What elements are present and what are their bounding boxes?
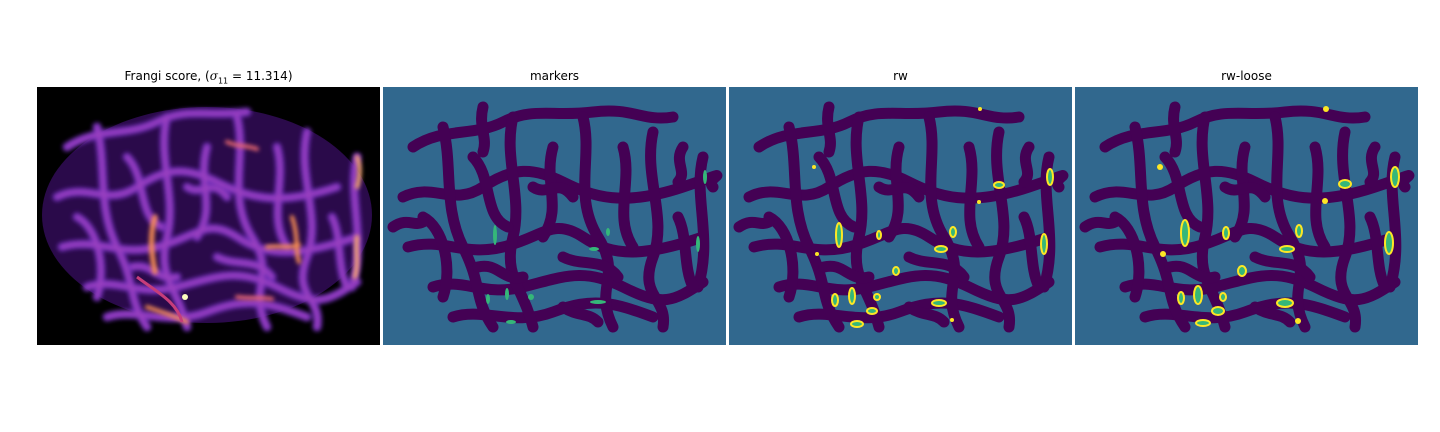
markers-image-canvas [383,87,726,345]
panel-title-rw: rw [893,69,908,83]
rw-image-canvas [729,87,1072,345]
frangi-image-canvas [37,87,380,345]
rw-image [729,87,1072,345]
frangi-image [37,87,380,345]
markers-image [383,87,726,345]
panel-title-markers: markers [529,69,580,83]
rw-loose-image-canvas [1075,87,1418,345]
panel-title-frangi: Frangi score, (σ11 = 11.314) [124,69,293,86]
panel-title-rw-loose: rw-loose [1221,69,1272,83]
rw-loose-image [1075,87,1418,345]
